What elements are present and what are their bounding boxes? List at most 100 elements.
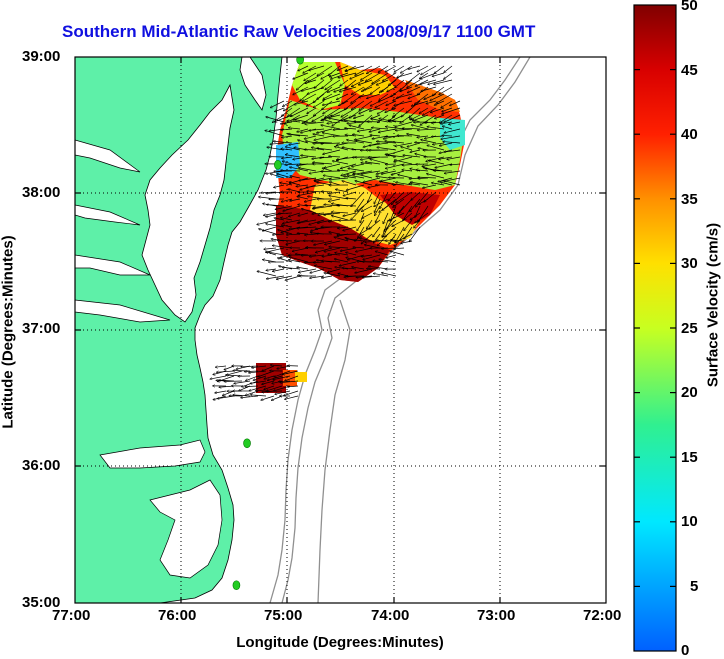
velocity-arrow xyxy=(449,121,461,124)
velocity-arrow xyxy=(374,191,381,204)
velocity-arrow xyxy=(365,162,381,165)
velocity-arrow xyxy=(359,93,373,97)
velocity-arrow xyxy=(346,252,357,256)
velocity-arrow xyxy=(327,86,341,92)
velocity-arrow xyxy=(367,93,381,98)
velocity-arrow xyxy=(398,205,405,214)
velocity-arrow xyxy=(324,273,341,277)
velocity-arrow xyxy=(280,380,299,383)
velocity-arrow xyxy=(381,170,397,174)
velocity-arrow xyxy=(313,100,325,108)
velocity-arrow xyxy=(379,205,389,212)
velocity-arrow xyxy=(427,127,445,130)
velocity-arrow xyxy=(270,174,285,179)
albemarle-sound xyxy=(99,439,206,469)
station-marker xyxy=(296,57,304,65)
velocity-arrow xyxy=(270,365,283,366)
velocity-arrow xyxy=(385,107,397,112)
velocity-arrow xyxy=(379,119,397,123)
velocity-arrow xyxy=(264,248,277,249)
velocity-arrow xyxy=(394,248,405,249)
velocity-arrow xyxy=(416,191,429,207)
velocity-arrow xyxy=(361,233,373,244)
velocity-arrow xyxy=(313,162,333,165)
velocity-arrow xyxy=(289,142,301,145)
station-marker xyxy=(232,580,241,591)
y-tick-label: 36:00 xyxy=(22,457,61,474)
velocity-arrow xyxy=(411,125,429,130)
velocity-arrow xyxy=(374,205,381,216)
velocity-arrow xyxy=(377,147,397,151)
velocity-arrow xyxy=(272,234,285,235)
velocity-arrow xyxy=(276,275,293,279)
velocity-arrow xyxy=(373,273,389,277)
velocity-arrow xyxy=(328,219,341,222)
velocity-arrow xyxy=(361,205,373,211)
velocity-arrow xyxy=(408,93,421,99)
velocity-arrow xyxy=(275,205,293,209)
velocity-arrow xyxy=(281,170,301,171)
velocity-arrow xyxy=(355,140,373,144)
y-tick-label: 39:00 xyxy=(22,48,61,65)
velocity-arrow xyxy=(386,212,397,230)
velocity-arrow xyxy=(378,93,397,102)
velocity-arrow xyxy=(416,170,429,171)
velocity-arrow xyxy=(444,65,453,73)
velocity-arrow xyxy=(321,125,341,130)
velocity-arrow xyxy=(442,107,453,112)
velocity-arrow xyxy=(332,161,349,165)
velocity-arrow xyxy=(315,266,333,270)
velocity-arrow xyxy=(444,149,461,152)
velocity-arrow xyxy=(336,93,349,100)
velocity-arrow xyxy=(329,182,341,186)
velocity-arrow xyxy=(378,65,389,72)
velocity-arrow xyxy=(440,121,453,124)
velocity-arrow xyxy=(434,100,445,105)
velocity-arrow xyxy=(388,72,405,85)
velocity-arrow xyxy=(380,191,389,209)
velocity-arrow xyxy=(285,147,301,151)
velocity-arrow xyxy=(280,121,293,124)
velocity-arrow xyxy=(224,381,243,382)
velocity-arrow xyxy=(283,219,301,223)
velocity-arrow xyxy=(327,121,341,123)
velocity-arrow xyxy=(266,268,277,270)
x-tick-label: 75:00 xyxy=(264,607,303,624)
velocity-arrow xyxy=(345,128,357,129)
velocity-arrow xyxy=(424,93,437,99)
velocity-arrow xyxy=(357,219,365,231)
velocity-arrow xyxy=(302,93,317,101)
velocity-arrow xyxy=(226,370,243,375)
velocity-arrow xyxy=(360,226,373,234)
velocity-arrow xyxy=(388,191,397,201)
velocity-arrow xyxy=(375,100,389,108)
velocity-arrow xyxy=(363,177,381,182)
velocity-arrow xyxy=(357,198,373,211)
colorbar-tick-label: 15 xyxy=(681,449,698,466)
velocity-arrow xyxy=(397,72,413,77)
velocity-arrow xyxy=(400,86,413,91)
velocity-arrow xyxy=(329,156,341,157)
velocity-arrow xyxy=(395,142,413,146)
velocity-arrow xyxy=(346,239,365,242)
velocity-arrow xyxy=(373,261,389,263)
velocity-arrow xyxy=(422,163,437,166)
velocity-arrow xyxy=(450,100,461,106)
velocity-arrow xyxy=(382,72,397,81)
velocity-arrow xyxy=(403,155,421,158)
velocity-arrow xyxy=(396,93,413,98)
velocity-arrow xyxy=(407,79,421,88)
velocity-arrow xyxy=(367,191,373,203)
velocity-arrow xyxy=(427,145,445,151)
velocity-arrow xyxy=(390,205,397,221)
velocity-arrow xyxy=(297,128,309,132)
velocity-arrow xyxy=(355,181,373,186)
velocity-arrow xyxy=(317,148,333,151)
y-tick-label: 38:00 xyxy=(22,184,61,201)
velocity-arrow xyxy=(282,161,293,165)
velocity-arrow xyxy=(263,212,277,215)
velocity-arrow xyxy=(439,142,453,146)
velocity-arrow xyxy=(314,240,333,245)
velocity-arrow xyxy=(355,65,373,75)
velocity-arrow xyxy=(392,100,405,109)
